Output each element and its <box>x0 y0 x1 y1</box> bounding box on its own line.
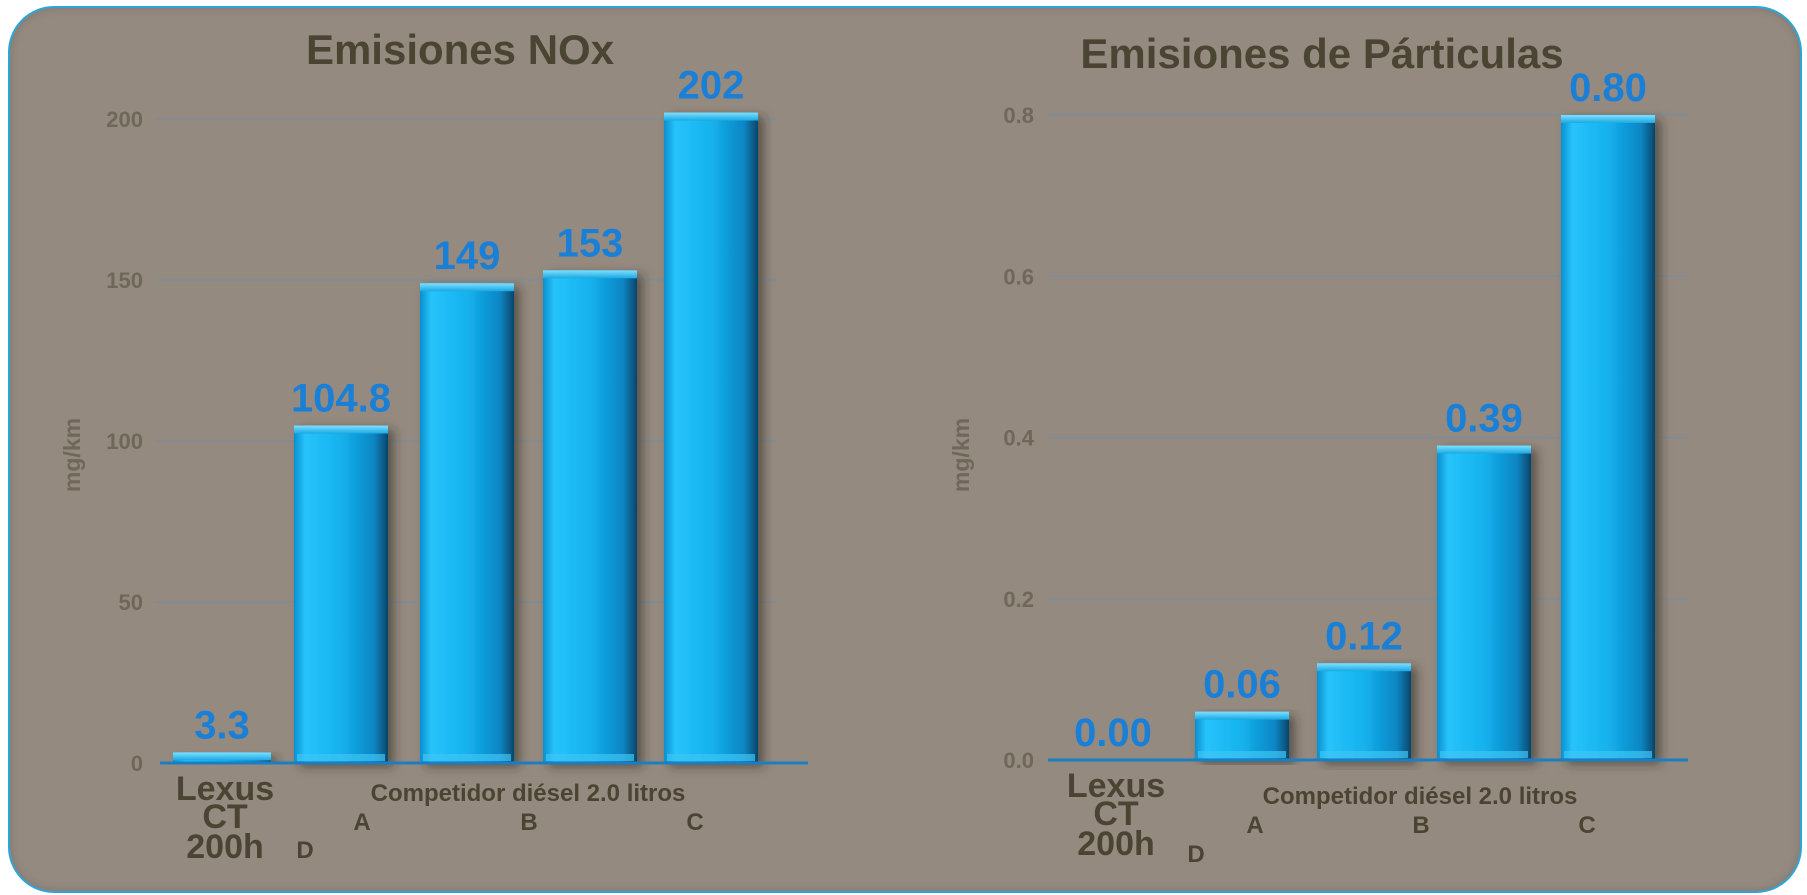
value-label: 149 <box>434 234 501 278</box>
bar-cap <box>1437 445 1531 454</box>
value-label: 0.80 <box>1569 66 1647 110</box>
bar-body <box>664 112 758 763</box>
bar-cap <box>1317 663 1411 672</box>
chart-nox: Emisiones NOx mg/km 0 50 100 150 200 3.3 104.… <box>59 26 808 866</box>
value-label: 202 <box>678 64 745 108</box>
value-label: 153 <box>557 221 624 265</box>
category-label-line: 200h <box>1077 825 1155 863</box>
y-tick-label: 0.6 <box>1003 264 1034 289</box>
category-label: A <box>353 809 370 836</box>
bar-body <box>1317 663 1411 760</box>
bar-base-highlight <box>1320 751 1408 758</box>
bar <box>294 425 388 763</box>
bar-body <box>1561 115 1655 760</box>
bar <box>173 752 271 763</box>
y-tick-label: 0 <box>131 751 143 776</box>
category-label: B <box>520 809 537 836</box>
bar-cap <box>420 283 514 292</box>
category-label: A <box>1246 812 1263 839</box>
value-label: 0.00 <box>1074 711 1152 755</box>
y-tick-label: 200 <box>106 107 143 132</box>
value-label: 0.12 <box>1325 614 1403 658</box>
bar-body <box>1437 445 1531 760</box>
bar-base-highlight <box>423 754 511 761</box>
category-label-line: Lexus <box>176 770 274 808</box>
bar-cap <box>1195 711 1289 720</box>
bar-cap <box>294 425 388 434</box>
category-label-line: CT <box>1093 795 1139 833</box>
bar-body <box>294 425 388 763</box>
y-tick-label: 150 <box>106 268 143 293</box>
category-label: C <box>686 809 703 836</box>
chart-particulas: Emisiones de Párticulas mg/km 0.0 0.2 0.4 0… <box>948 30 1688 868</box>
y-tick-label: 0.8 <box>1003 103 1034 128</box>
category-label: B <box>1412 812 1429 839</box>
bar-body <box>420 283 514 763</box>
bar <box>543 270 637 763</box>
y-axis-label: mg/km <box>948 418 974 492</box>
bar-base-highlight <box>1440 751 1528 758</box>
category-label-line: Lexus <box>1067 767 1165 805</box>
y-tick-label: 0.4 <box>1003 426 1034 451</box>
y-tick-label: 50 <box>119 590 143 615</box>
value-label: 0.06 <box>1203 663 1281 707</box>
bar-cap <box>664 112 758 121</box>
bar-body <box>543 270 637 763</box>
bar <box>1561 115 1655 760</box>
bar <box>664 112 758 763</box>
bar-base-highlight <box>667 754 755 761</box>
value-label: 104.8 <box>291 377 391 421</box>
bar-base-highlight <box>297 754 385 761</box>
group-label: Competidor diésel 2.0 litros <box>371 780 686 807</box>
bar <box>1195 711 1289 760</box>
chart-title: Emisiones NOx <box>306 26 615 73</box>
value-label: 3.3 <box>194 703 250 747</box>
bar-cap <box>1561 115 1655 123</box>
category-label: D <box>1187 841 1204 868</box>
chart-title: Emisiones de Párticulas <box>1080 30 1563 77</box>
bar <box>1437 445 1531 760</box>
value-label: 0.39 <box>1445 397 1523 441</box>
group-label: Competidor diésel 2.0 litros <box>1263 783 1578 810</box>
bar <box>1317 663 1411 760</box>
category-label: C <box>1578 812 1595 839</box>
category-label-line: 200h <box>186 828 264 866</box>
bar-cap <box>173 752 271 761</box>
bar-base-highlight <box>546 754 634 761</box>
y-tick-label: 0.0 <box>1003 748 1034 773</box>
bar-base-highlight <box>1564 751 1652 758</box>
y-axis-label: mg/km <box>59 418 85 492</box>
bar <box>420 283 514 763</box>
bar-base-highlight <box>1198 751 1286 758</box>
category-label-line: CT <box>202 798 248 836</box>
category-label: D <box>296 837 313 864</box>
y-tick-label: 100 <box>106 429 143 454</box>
y-tick-label: 0.2 <box>1003 587 1034 612</box>
bar-cap <box>543 270 637 279</box>
